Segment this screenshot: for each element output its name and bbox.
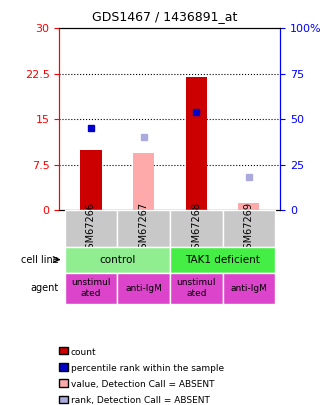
FancyBboxPatch shape	[117, 273, 170, 304]
Text: GSM67268: GSM67268	[191, 202, 201, 255]
Text: unstimul
ated: unstimul ated	[177, 279, 216, 298]
FancyBboxPatch shape	[117, 210, 170, 247]
Bar	[238, 203, 259, 210]
FancyBboxPatch shape	[65, 210, 117, 247]
Text: anti-IgM: anti-IgM	[125, 284, 162, 293]
FancyBboxPatch shape	[170, 247, 275, 273]
FancyBboxPatch shape	[65, 273, 117, 304]
Text: GDS1467 / 1436891_at: GDS1467 / 1436891_at	[92, 10, 238, 23]
Bar	[186, 77, 207, 210]
Text: percentile rank within the sample: percentile rank within the sample	[71, 364, 224, 373]
Text: agent: agent	[30, 283, 58, 293]
Text: GSM67269: GSM67269	[244, 202, 254, 255]
FancyBboxPatch shape	[65, 247, 170, 273]
Text: anti-IgM: anti-IgM	[230, 284, 267, 293]
Text: GSM67266: GSM67266	[86, 202, 96, 255]
FancyBboxPatch shape	[170, 273, 223, 304]
FancyBboxPatch shape	[223, 273, 275, 304]
Text: control: control	[99, 255, 136, 264]
Text: value, Detection Call = ABSENT: value, Detection Call = ABSENT	[71, 380, 214, 389]
Text: count: count	[71, 348, 97, 357]
Text: rank, Detection Call = ABSENT: rank, Detection Call = ABSENT	[71, 396, 210, 405]
Bar	[81, 149, 102, 210]
Text: unstimul
ated: unstimul ated	[71, 279, 111, 298]
FancyBboxPatch shape	[223, 210, 275, 247]
Text: cell line: cell line	[20, 255, 58, 264]
FancyBboxPatch shape	[170, 210, 223, 247]
Text: GSM67267: GSM67267	[139, 202, 148, 255]
Text: TAK1 deficient: TAK1 deficient	[185, 255, 260, 264]
Bar	[133, 153, 154, 210]
